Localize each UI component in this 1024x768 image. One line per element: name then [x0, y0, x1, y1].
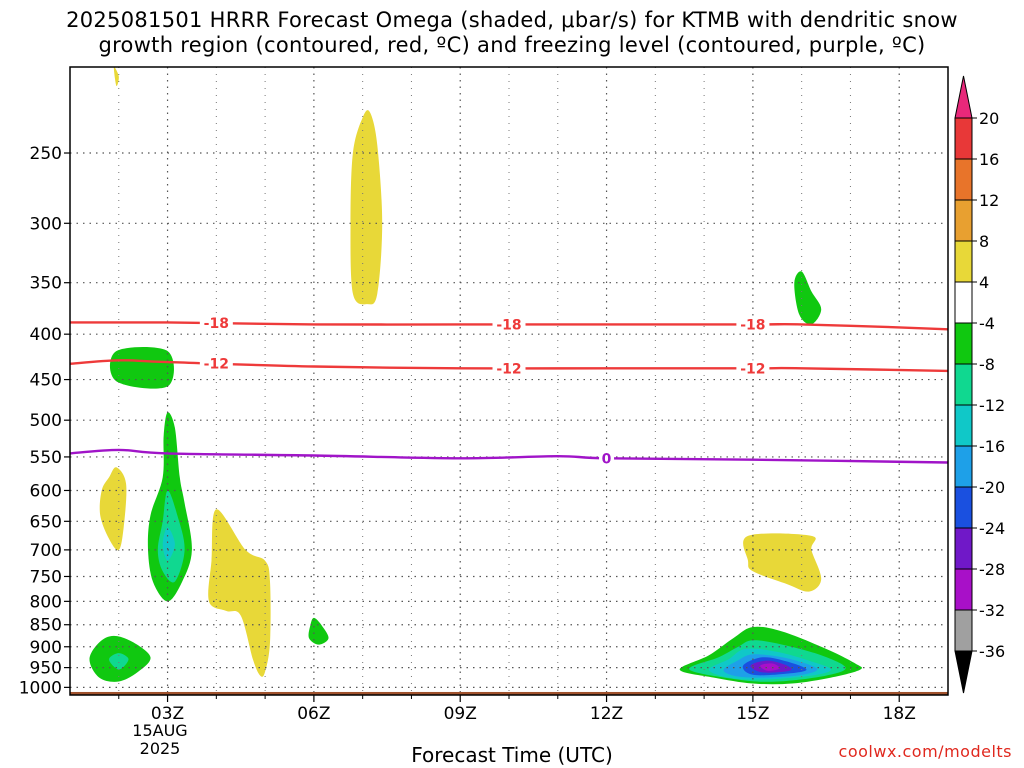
ground-layer	[70, 691, 948, 695]
colorbar-band-9	[954, 486, 973, 529]
omega-region-7	[162, 527, 175, 561]
colorbar-label-3: 8	[979, 232, 989, 251]
y-tick-label-550: 550	[30, 448, 62, 468]
pressure-axis: 2503003504004505005506006507007508008509…	[19, 144, 70, 698]
site-watermark: coolwx.com/modelts	[838, 742, 1012, 761]
colorbar-label-9: -20	[979, 478, 1005, 497]
omega-region-11	[308, 617, 329, 645]
colorbar-label-2: 12	[979, 191, 999, 210]
y-tick-label-300: 300	[30, 214, 62, 234]
contour-label-0: -18	[496, 317, 521, 333]
colorbar-label-1: 16	[979, 150, 999, 169]
colorbar-label-0: 20	[979, 109, 999, 128]
colorbar-label-11: -28	[979, 560, 1005, 579]
omega-region-0	[113, 66, 119, 87]
colorbar-label-10: -24	[979, 519, 1005, 538]
colorbar-label-13: -36	[979, 642, 1005, 661]
contour-label-bg	[492, 316, 526, 333]
y-tick-label-750: 750	[30, 567, 62, 587]
colorbar-band-2	[954, 199, 973, 242]
y-tick-label-400: 400	[30, 325, 62, 345]
x-tick-label-3: 03Z	[151, 704, 184, 724]
x-tick-label-12: 12Z	[590, 704, 623, 724]
contour-label-1: -12	[204, 357, 229, 373]
y-tick-label-450: 450	[30, 371, 62, 391]
omega-region-3	[109, 347, 174, 389]
omega-region-12	[743, 533, 822, 592]
omega-region-4	[99, 467, 127, 551]
omega-region-8	[208, 509, 271, 677]
y-tick-label-700: 700	[30, 541, 62, 561]
y-tick-label-1000: 1000	[19, 678, 62, 698]
contour-label-0: -18	[740, 317, 765, 333]
y-tick-label-800: 800	[30, 592, 62, 612]
date-label-day: 15AUG	[132, 721, 188, 740]
omega-shading	[89, 66, 863, 685]
temperature-contours: -18 -18 -18 -12 -12 -12 0	[69, 315, 949, 467]
colorbar-band-11	[954, 568, 973, 611]
contour-label-bg	[736, 316, 770, 333]
x-tick-label-9: 09Z	[444, 704, 477, 724]
colorbar-label-8: -16	[979, 437, 1005, 456]
x-tick-label-18: 18Z	[883, 704, 916, 724]
grid-lines	[69, 67, 948, 695]
colorbar-label-4: 4	[979, 273, 989, 292]
colorbar-band-6	[954, 363, 973, 406]
colorbar-band-10	[954, 527, 973, 570]
contour-line-1	[69, 359, 949, 373]
y-tick-label-500: 500	[30, 411, 62, 431]
y-tick-label-950: 950	[30, 659, 62, 679]
x-tick-label-15: 15Z	[736, 704, 769, 724]
colorbar-label-7: -12	[979, 396, 1005, 415]
ground-band	[70, 691, 948, 695]
y-tick-label-250: 250	[30, 144, 62, 164]
y-tick-label-600: 600	[30, 481, 62, 501]
colorbar-band-8	[954, 445, 973, 488]
contour-line-2	[69, 448, 949, 464]
y-tick-label-850: 850	[30, 616, 62, 636]
contour-label-bg	[199, 355, 233, 372]
contour-label-bg	[599, 450, 615, 467]
chart-title-line2: growth region (contoured, red, ºC) and f…	[98, 33, 926, 57]
y-tick-label-900: 900	[30, 638, 62, 658]
colorbar-band-5	[954, 322, 973, 365]
contour-label-0: -18	[204, 316, 229, 332]
contour-label-bg	[199, 315, 233, 332]
contour-label-1: -12	[740, 361, 765, 377]
colorbar-band-1	[954, 158, 973, 201]
plot-frame	[69, 66, 949, 696]
contour-label-bg	[492, 360, 526, 377]
colorbar-label-12: -32	[979, 601, 1005, 620]
omega-region-2	[794, 271, 822, 325]
colorbar-label-5: -4	[979, 314, 995, 333]
y-tick-label-350: 350	[30, 274, 62, 294]
colorbar-band-0	[954, 117, 973, 160]
omega-region-19	[760, 663, 780, 671]
colorbar-label-6: -8	[979, 355, 995, 374]
chart-title-line1: 2025081501 HRRR Forecast Omega (shaded, …	[66, 8, 958, 32]
omega-colorbar: 20 16 12 8 4 -4 -8 -12 -16 -20 -24 -28 -32 -36	[954, 75, 1005, 694]
colorbar-bottom-arrow	[954, 650, 973, 694]
colorbar-band-12	[954, 609, 973, 652]
contour-label-2: 0	[602, 451, 612, 467]
date-label-year: 2025	[139, 739, 181, 758]
omega-region-10	[109, 653, 129, 670]
contour-label-bg	[736, 360, 770, 377]
y-tick-label-650: 650	[30, 512, 62, 532]
omega-region-1	[350, 110, 383, 305]
colorbar-band-4	[954, 281, 973, 324]
x-tick-label-6: 06Z	[297, 704, 330, 724]
colorbar-band-3	[954, 240, 973, 283]
colorbar-top-arrow	[954, 75, 973, 119]
x-axis-label: Forecast Time (UTC)	[411, 743, 613, 767]
contour-label-1: -12	[496, 361, 521, 377]
colorbar-band-7	[954, 404, 973, 447]
time-axis: 03Z 06Z 09Z 12Z 15Z 18Z	[118, 695, 916, 724]
